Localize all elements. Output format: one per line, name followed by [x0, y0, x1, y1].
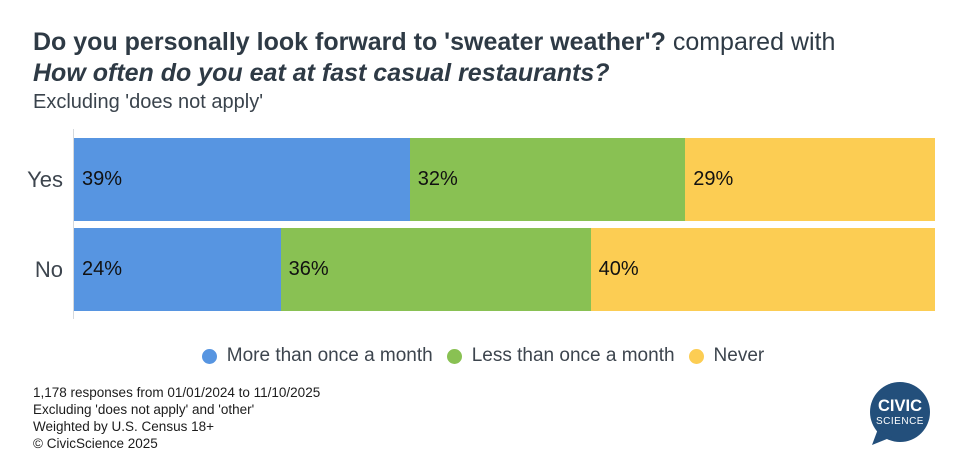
bar-rows: Yes 39% 32% 29% No 24% 36% 40% [0, 138, 966, 318]
bar-value-label: 29% [693, 168, 734, 190]
legend-item: Less than once a month [446, 345, 675, 367]
category-label: No [34, 256, 63, 282]
footer-responses-line: 1,178 responses from 01/01/2024 to 11/10… [33, 385, 321, 400]
logo-text-science: SCIENCE [876, 416, 924, 427]
legend-label: Less than once a month [471, 345, 675, 366]
question-1-title: Do you personally look forward to 'sweat… [33, 28, 666, 56]
legend-item: Never [688, 345, 765, 367]
stacked-bar: 24% 36% 40% [74, 228, 935, 311]
y-axis-line [73, 129, 74, 319]
bar-row: No 24% 36% 40% [0, 228, 966, 311]
question-2-title: How often do you eat at fast casual rest… [33, 59, 610, 87]
legend: More than once a month Less than once a m… [0, 345, 966, 367]
footer-notes: 1,178 responses from 01/01/2024 to 11/10… [33, 384, 320, 452]
legend-dot-icon [688, 348, 704, 364]
category-label: Yes [27, 166, 63, 192]
bar-value-label: 39% [82, 168, 123, 190]
chart-subtitle: Excluding 'does not apply' [33, 91, 264, 113]
legend-label: Never [713, 345, 765, 366]
chart-title-block: Do you personally look forward to 'sweat… [33, 27, 835, 115]
bar-value-label: 36% [288, 258, 329, 280]
bar-row: Yes 39% 32% 29% [0, 138, 966, 221]
legend-label: More than once a month [226, 345, 433, 366]
logo-text-civic: CIVIC [878, 397, 922, 415]
footer-copyright-line: © CivicScience 2025 [33, 436, 158, 451]
chart-title-line1: Do you personally look forward to 'sweat… [33, 27, 835, 58]
legend-item: More than once a month [201, 345, 433, 367]
stacked-bar: 39% 32% 29% [74, 138, 935, 221]
legend-dot-icon [201, 348, 217, 364]
bar-segment: 40% [590, 228, 935, 311]
bar-segment: 32% [409, 138, 686, 221]
bar-segment: 39% [74, 138, 410, 221]
bar-segment: 36% [280, 228, 591, 311]
civicscience-logo: CIVIC SCIENCE [864, 381, 934, 449]
bar-value-label: 24% [82, 258, 123, 280]
bar-segment: 29% [685, 138, 935, 221]
legend-dot-icon [446, 348, 462, 364]
compared-with-text: compared with [665, 28, 836, 56]
bar-segment: 24% [74, 228, 281, 311]
bar-value-label: 40% [598, 258, 639, 280]
civicscience-logo-icon: CIVIC SCIENCE [870, 382, 930, 445]
footer-weighting-line: Weighted by U.S. Census 18+ [33, 419, 214, 434]
bar-value-label: 32% [417, 168, 458, 190]
footer-excluding-line: Excluding 'does not apply' and 'other' [33, 402, 255, 417]
